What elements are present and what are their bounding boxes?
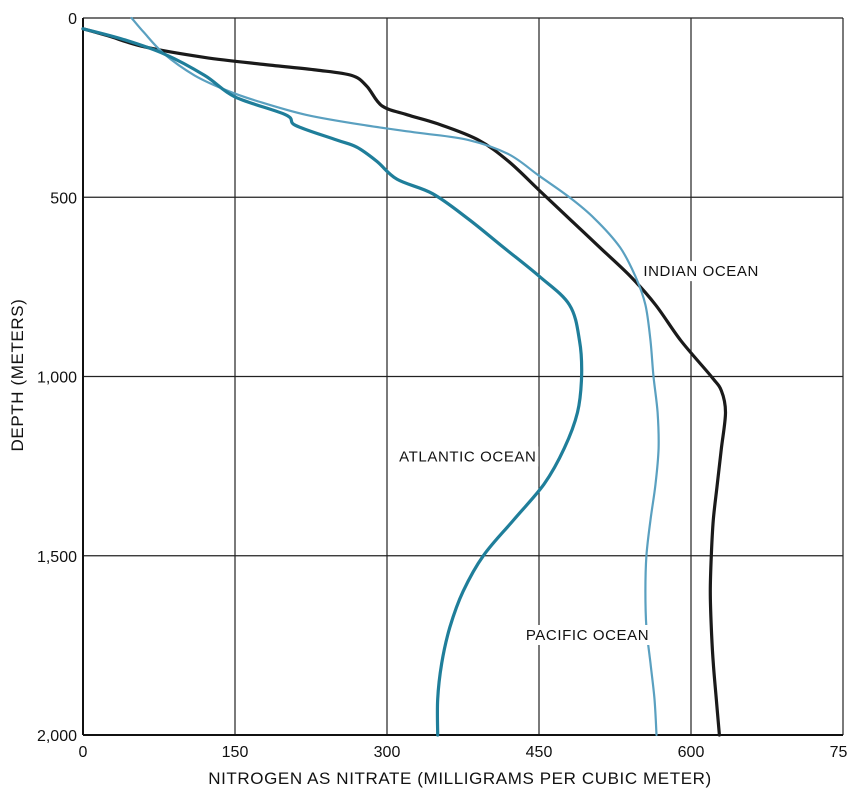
indian-ocean-label-bg bbox=[641, 261, 761, 282]
x-tick-label: 150 bbox=[222, 744, 249, 761]
y-tick-label: 500 bbox=[50, 190, 77, 207]
indian-ocean-line bbox=[81, 27, 728, 737]
series-lines bbox=[81, 16, 728, 737]
x-tick-label: 300 bbox=[374, 744, 401, 761]
pacific-ocean-line bbox=[130, 16, 660, 737]
atlantic-ocean-label: ATLANTIC OCEAN bbox=[399, 448, 536, 465]
atlantic-ocean-line bbox=[81, 27, 584, 737]
x-axis-label: NITROGEN AS NITRATE (MILLIGRAMS PER CUBI… bbox=[208, 769, 712, 788]
y-tick-label: 1,000 bbox=[37, 370, 77, 387]
y-tick-label: 1,500 bbox=[37, 549, 77, 566]
y-tick-label: 2,000 bbox=[37, 728, 77, 745]
tick-labels: 0 150 300 450 600 750 0 500 1,000 1,500 2,000 bbox=[37, 11, 848, 761]
x-tick-label: 600 bbox=[678, 744, 705, 761]
pacific-ocean-label: PACIFIC OCEAN bbox=[526, 627, 649, 644]
x-tick-label: 450 bbox=[526, 744, 553, 761]
x-tick-label: 750 bbox=[830, 744, 848, 761]
pacific-ocean-label-bg bbox=[523, 624, 652, 645]
indian-ocean-label: INDIAN OCEAN bbox=[643, 263, 759, 280]
x-tick-label: 0 bbox=[79, 744, 88, 761]
y-axis-label: DEPTH (METERS) bbox=[8, 299, 27, 452]
y-tick-label: 0 bbox=[68, 11, 77, 28]
grid bbox=[82, 17, 844, 736]
annotations: INDIAN OCEAN ATLANTIC OCEAN PACIFIC OCEAN bbox=[397, 261, 761, 645]
atlantic-ocean-label-bg bbox=[397, 446, 539, 467]
